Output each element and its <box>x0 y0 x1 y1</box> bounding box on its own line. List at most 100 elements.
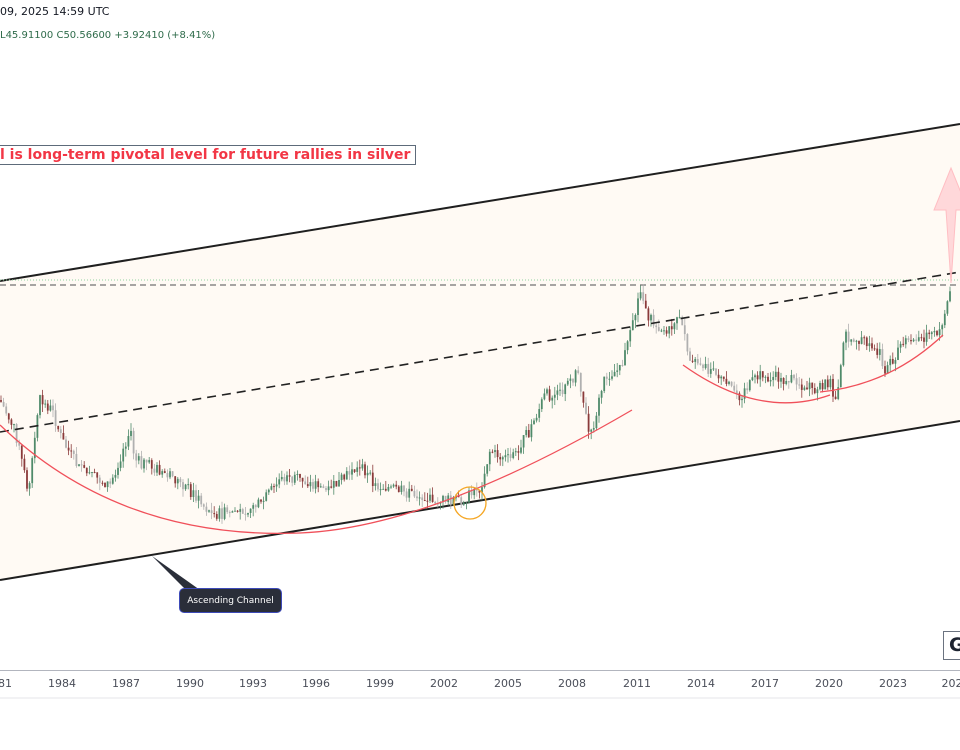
candle-body <box>265 492 268 501</box>
candle-body <box>452 498 455 505</box>
candle-body <box>878 349 881 355</box>
candle-body <box>572 378 574 383</box>
candle-body <box>608 378 611 380</box>
candle-body <box>884 366 886 374</box>
candle-body <box>598 397 600 416</box>
candle-body <box>605 376 608 379</box>
candle-body <box>683 325 686 335</box>
candle-body <box>847 331 850 342</box>
x-tick-label: 2008 <box>558 677 586 690</box>
tooltip-pointer <box>152 556 200 590</box>
candle-body <box>564 384 567 395</box>
candle-body <box>13 424 15 426</box>
candle-body <box>356 467 359 472</box>
candle-body <box>525 429 528 436</box>
candle-body <box>808 382 811 390</box>
candle-body <box>124 446 127 449</box>
candle-body <box>122 448 125 462</box>
candle-body <box>137 456 140 461</box>
candle-body <box>902 343 905 345</box>
candle-body <box>400 485 403 493</box>
candle-body <box>358 467 361 469</box>
candle-body <box>626 341 629 351</box>
candle-body <box>917 337 920 341</box>
candle-body <box>704 363 707 369</box>
candle-body <box>694 359 697 362</box>
dashed-midline <box>0 271 960 433</box>
candle-body <box>403 485 405 492</box>
candle-body <box>67 447 70 451</box>
candle-body <box>559 389 561 391</box>
candle-body <box>473 488 476 496</box>
candle-body <box>109 481 112 484</box>
candle-body <box>374 483 377 487</box>
candle-body <box>249 508 252 513</box>
candle-body <box>876 348 879 355</box>
candle-body <box>769 380 772 382</box>
candle-body <box>535 417 538 421</box>
candle-body <box>148 460 151 463</box>
candle-body <box>75 453 78 466</box>
candle-body <box>881 349 884 367</box>
candle-body <box>504 455 507 458</box>
candle-body <box>254 505 257 508</box>
candle-body <box>143 459 145 469</box>
candle-body <box>938 329 941 336</box>
candle-body <box>650 314 652 321</box>
candle-body <box>754 375 756 378</box>
candle-body <box>208 510 210 512</box>
candle-body <box>392 484 395 487</box>
candle-body <box>923 337 925 342</box>
candle-body <box>533 420 535 425</box>
candle-body <box>826 379 829 388</box>
candle-body <box>83 465 86 468</box>
candle-body <box>746 388 749 391</box>
candle-body <box>481 487 483 493</box>
candle-body <box>132 430 135 454</box>
candle-body <box>657 327 660 331</box>
candle-body <box>686 334 689 352</box>
candle-body <box>491 451 494 453</box>
candle-body <box>839 365 842 388</box>
candle-body <box>907 338 910 341</box>
candle-body <box>52 405 54 411</box>
candle-body <box>699 363 702 365</box>
candle-body <box>462 502 465 505</box>
candle-body <box>590 429 593 432</box>
candle-body <box>273 486 275 488</box>
x-tick-label: 2011 <box>623 677 651 690</box>
candle-body <box>494 450 496 453</box>
candle-body <box>785 381 788 384</box>
candle-body <box>553 394 556 398</box>
price-chart[interactable] <box>0 0 960 700</box>
candle-body <box>213 513 216 515</box>
candle-body <box>379 489 382 491</box>
candle-body <box>759 371 762 380</box>
up-arrow-icon <box>933 166 960 284</box>
candle-body <box>530 424 533 438</box>
candle-body <box>309 482 312 487</box>
candle-body <box>176 478 179 484</box>
candle-body <box>556 390 559 395</box>
candle-body <box>390 486 392 488</box>
candle-body <box>582 391 585 403</box>
candle-body <box>774 371 777 377</box>
candle-body <box>319 486 322 488</box>
candle-body <box>652 314 655 326</box>
candle-body <box>384 488 387 491</box>
candle-body <box>150 460 153 469</box>
candle-body <box>873 348 876 350</box>
candle-body <box>413 490 416 497</box>
candle-body <box>416 496 418 499</box>
candle-body <box>426 500 429 502</box>
candle-body <box>353 469 356 472</box>
candle-body <box>793 374 795 379</box>
candle-body <box>166 472 169 478</box>
candle-body <box>174 476 177 484</box>
candle-body <box>574 370 577 383</box>
candle-body <box>234 510 236 512</box>
candle-body <box>834 396 837 399</box>
x-tick-label: 1984 <box>48 677 76 690</box>
candle-body <box>46 403 49 411</box>
candle-body <box>244 513 247 515</box>
